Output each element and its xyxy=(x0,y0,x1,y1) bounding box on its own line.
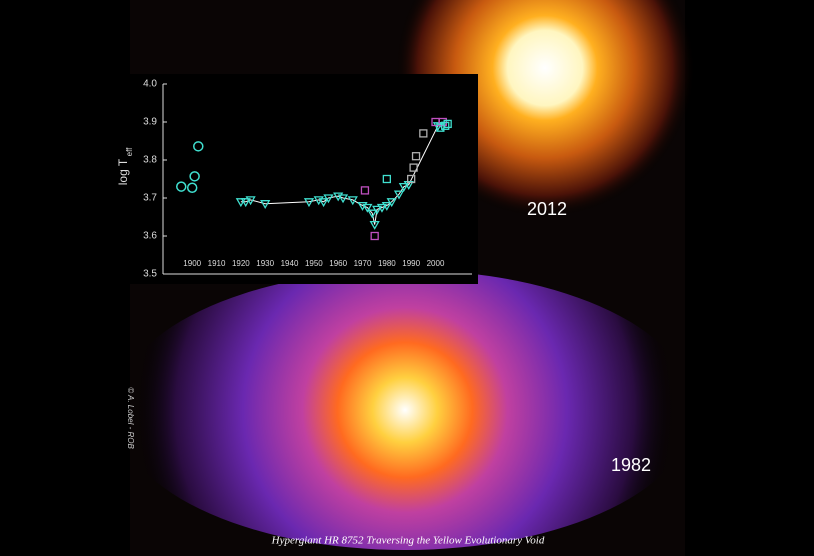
data-point xyxy=(409,163,418,172)
data-point xyxy=(441,121,450,130)
data-point xyxy=(369,220,380,230)
y-label: log T xyxy=(116,158,130,185)
data-point xyxy=(381,201,392,211)
credit: © A. Lobel - ROB xyxy=(126,387,135,449)
x-tick-label: 1900 xyxy=(183,259,201,268)
data-point xyxy=(260,200,271,210)
data-point xyxy=(419,129,428,138)
data-point xyxy=(175,181,187,192)
data-point xyxy=(411,152,421,161)
chart: log T eff 3.5 3.6 3.7 3.8 3.9 4.0 1900 1910 1920… xyxy=(116,79,472,280)
data-point xyxy=(370,231,379,241)
data-point xyxy=(193,141,204,152)
data-point xyxy=(371,205,383,215)
y-tick-label: 3.9 xyxy=(143,117,157,128)
x-tick-label: 1990 xyxy=(402,259,420,268)
data-point xyxy=(347,196,358,206)
data-point xyxy=(362,203,373,213)
data-point xyxy=(240,198,251,208)
y-tick-label: 4.0 xyxy=(143,79,157,90)
y-label-sub: eff xyxy=(125,147,134,157)
data-point xyxy=(186,182,198,193)
data-point xyxy=(393,190,405,200)
data-point xyxy=(382,174,391,184)
y-tick-label: 3.8 xyxy=(143,155,157,166)
data-point xyxy=(337,194,349,204)
x-tick-label: 1940 xyxy=(281,259,299,268)
x-tick-label: 1960 xyxy=(329,259,347,268)
y-tick-label: 3.5 xyxy=(143,269,157,280)
star-1982 xyxy=(115,270,695,550)
data-point xyxy=(386,198,397,208)
data-point xyxy=(367,209,378,219)
data-point xyxy=(398,182,409,192)
data-point xyxy=(318,198,329,208)
data-point xyxy=(303,198,315,208)
data-point xyxy=(360,186,370,195)
data-point xyxy=(403,181,414,191)
x-tick-label: 1930 xyxy=(256,259,274,268)
data-point xyxy=(407,174,416,184)
x-tick-label: 1910 xyxy=(208,259,226,268)
chart-panel xyxy=(118,74,478,284)
label-2012: 2012 xyxy=(527,199,567,219)
caption: Hypergiant HR 8752 Traversing the Yellow… xyxy=(271,535,545,547)
data-point xyxy=(376,203,388,213)
data-point xyxy=(189,171,200,182)
data-point xyxy=(432,122,444,132)
y-tick-label: 3.7 xyxy=(143,193,157,204)
data-point xyxy=(323,194,334,204)
data-point xyxy=(443,119,452,129)
y-tick-label: 3.6 xyxy=(143,231,157,242)
label-1982: 1982 xyxy=(611,455,651,475)
x-tick-label: 1950 xyxy=(305,259,323,268)
x-tick-label: 1970 xyxy=(354,259,372,268)
x-tick-label: 2000 xyxy=(427,259,445,268)
x-tick-label: 1980 xyxy=(378,259,396,268)
data-point xyxy=(235,198,246,208)
data-point xyxy=(245,196,256,206)
x-tick-label: 1920 xyxy=(232,259,250,268)
